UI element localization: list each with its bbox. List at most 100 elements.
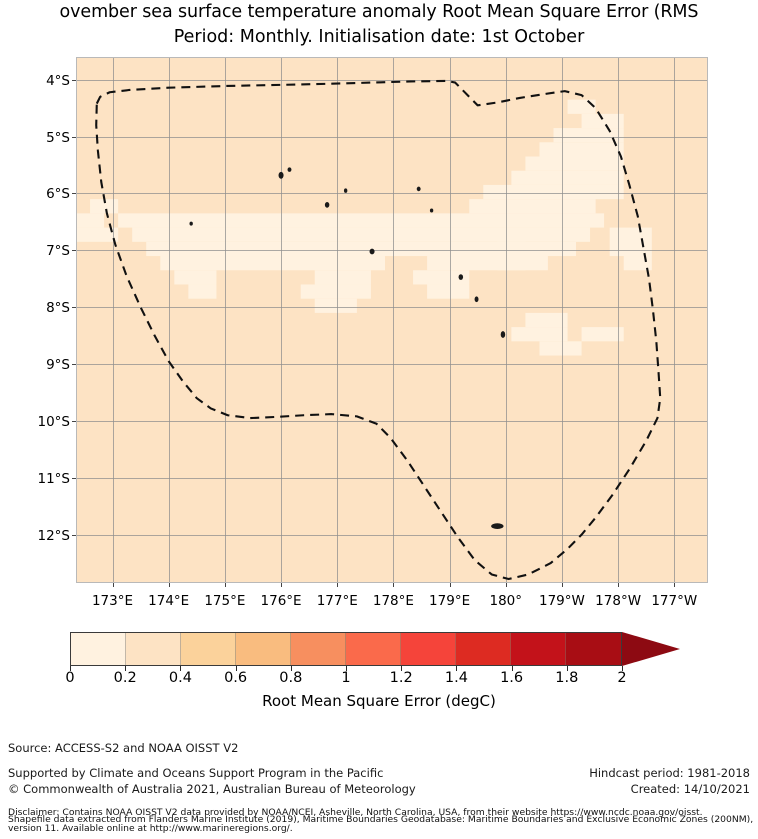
island-marker (189, 221, 193, 226)
y-axis-tick-label: 12°S (37, 527, 71, 544)
heatmap-cell (174, 270, 217, 285)
gridline-vertical (674, 57, 676, 583)
x-axis-tick-label: 176°E (260, 593, 302, 609)
x-axis-tickmark (224, 583, 226, 587)
gridline-horizontal (76, 136, 708, 138)
colorbar-tick-label: 1.4 (444, 670, 468, 686)
x-axis-tickmark (618, 583, 620, 587)
island-marker (343, 188, 348, 193)
gridline-vertical (337, 57, 339, 583)
colorbar-tick-label: 1.6 (500, 670, 524, 686)
x-axis-tickmark (168, 583, 170, 587)
x-axis-tickmark (449, 583, 451, 587)
heatmap-cell (567, 99, 596, 114)
x-axis-tickmark (505, 583, 507, 587)
heatmap-cell (427, 284, 470, 299)
x-axis-tick-label: 173°E (91, 593, 134, 609)
island-marker (491, 523, 504, 529)
island-marker (278, 171, 284, 179)
gridline-vertical (561, 57, 563, 583)
y-axis-tick-label: 8°S (46, 300, 70, 317)
x-axis-tick-label: 174°E (148, 593, 190, 609)
colorbar-bin (71, 633, 126, 665)
x-axis-tick-label: 180° (489, 593, 523, 609)
colorbar-bins (70, 632, 622, 666)
colorbar-label: Root Mean Square Error (degC) (262, 692, 496, 710)
map-gridlines (76, 57, 708, 583)
colorbar-bin (346, 633, 401, 665)
footer-created-date: Created: 14/10/2021 (630, 782, 750, 796)
x-axis-tickmark (112, 583, 114, 587)
heatmap-cell (511, 170, 624, 185)
island-marker (369, 248, 375, 255)
heatmap-cell (469, 199, 596, 214)
y-axis-tick-label: 4°S (46, 72, 70, 89)
y-axis-tick-label: 11°S (37, 470, 71, 487)
colorbar[interactable] (70, 632, 680, 666)
gridline-vertical (618, 57, 620, 583)
colorbar-tickmark (235, 666, 237, 671)
x-axis-tickmark (674, 583, 676, 587)
colorbar-tickmark (511, 666, 513, 671)
colorbar-tickmark (456, 666, 458, 671)
x-axis-tick-label: 178°W (595, 593, 642, 609)
y-axis-tickmark (72, 193, 76, 195)
map-plot-area[interactable] (76, 57, 708, 583)
eez-boundary-path (95, 79, 662, 581)
x-axis-tick-label: 177°W (651, 593, 698, 609)
heatmap-cell (160, 256, 385, 271)
colorbar-tickmark (346, 666, 347, 671)
heatmap-cell (581, 113, 624, 129)
colorbar-tickmark (180, 666, 182, 671)
island-marker (416, 186, 421, 192)
x-axis-tickmark (337, 583, 339, 587)
y-axis-tickmark (72, 307, 76, 309)
x-axis-tickmark (393, 583, 395, 587)
colorbar-bin (126, 633, 181, 665)
x-axis-tickmark (561, 583, 563, 587)
gridline-vertical (168, 57, 170, 583)
heatmap-cell (146, 241, 576, 257)
y-axis-tickmark (72, 420, 76, 422)
colorbar-bin (401, 633, 456, 665)
colorbar-tick-label: 2 (617, 670, 627, 686)
heatmap-cell (188, 284, 217, 299)
heatmap-cell (76, 213, 105, 228)
colorbar-tick-label: 0.4 (168, 670, 192, 686)
footer-source: Source: ACCESS-S2 and NOAA OISST V2 (8, 741, 239, 755)
colorbar-tick-label: 1 (341, 670, 351, 686)
colorbar-tick-label: 0.6 (224, 670, 248, 686)
gridline-horizontal (76, 193, 708, 195)
colorbar-tick-label: 0.8 (279, 670, 303, 686)
gridline-horizontal (76, 364, 708, 366)
heatmap-cell (539, 142, 624, 157)
gridline-horizontal (76, 79, 708, 81)
colorbar-tickmark (622, 666, 623, 671)
heatmap-cell (76, 227, 119, 242)
x-axis-tick-label: 179°W (539, 593, 585, 609)
heatmap-cell (511, 327, 568, 342)
y-axis-tickmark (72, 136, 76, 138)
gridline-vertical (281, 57, 283, 583)
heatmap-cell (314, 298, 357, 313)
colorbar-bin (236, 633, 291, 665)
gridline-vertical (112, 57, 114, 583)
y-axis-tickmark (72, 534, 76, 536)
island-marker (458, 274, 464, 280)
chart-title-block: ovember sea surface temperature anomaly … (0, 0, 758, 50)
colorbar-bin (291, 633, 346, 665)
rmse-heatmap-cells (76, 99, 652, 356)
colorbar-bin (566, 633, 621, 665)
island-markers (189, 167, 506, 529)
heatmap-cell (300, 284, 371, 299)
gridline-horizontal (76, 420, 708, 422)
eez-boundary-line (95, 79, 662, 581)
gridline-horizontal (76, 307, 708, 309)
page-subtitle: Period: Monthly. Initialisation date: 1s… (173, 27, 585, 47)
footer-disclaimer-line-3: version 11. Available online at http://w… (8, 823, 293, 834)
y-axis-tickmark (72, 79, 76, 81)
gridline-vertical (505, 57, 507, 583)
island-marker (287, 167, 292, 172)
heatmap-cell (553, 128, 624, 143)
heatmap-cell (539, 341, 582, 356)
